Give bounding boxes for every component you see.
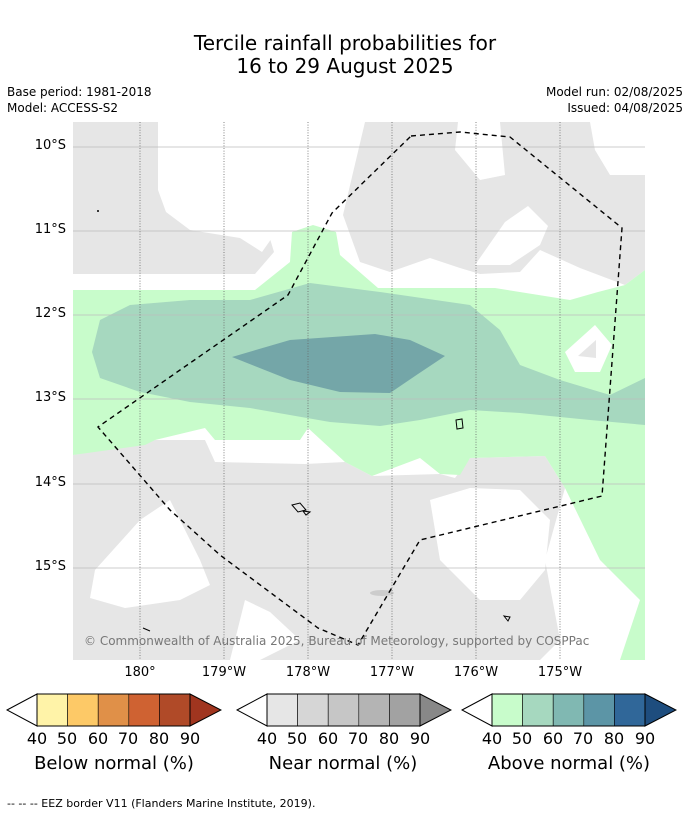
model-name: Model: ACCESS-S2	[7, 101, 119, 115]
near-normal-colorbar	[236, 693, 452, 727]
near-tick-label: 40	[256, 729, 278, 748]
lon-label: 177°W	[369, 665, 415, 680]
lat-label: 15°S	[34, 559, 66, 574]
near-colorbar-segment	[297, 693, 329, 727]
above-normal-title: Above normal (%)	[487, 753, 651, 774]
below-tick-label: 70	[117, 729, 139, 748]
model-run: Model run: 02/08/2025	[545, 85, 683, 99]
island-outline	[502, 615, 511, 622]
below-colorbar-segment	[97, 693, 130, 727]
above-tick-label: 70	[572, 729, 594, 748]
above-colorbar-segment	[522, 693, 554, 727]
island-outline	[291, 502, 307, 513]
copyright-notice: © Commonwealth of Australia 2025, Bureau…	[84, 634, 590, 648]
below-colorbar-segment	[36, 693, 68, 727]
lat-gridlines	[73, 146, 645, 569]
near-colorbar-segment	[266, 693, 298, 727]
near-normal-region-south	[73, 440, 565, 660]
lon-label: 178°W	[285, 665, 331, 680]
above-colorbar-segment	[491, 693, 523, 727]
near-normal-region-north-west-gap	[158, 122, 274, 252]
near-colorbar-segment	[389, 693, 421, 727]
island-dot	[97, 210, 99, 212]
shoal-marker	[370, 590, 394, 596]
lat-label: 14°S	[34, 475, 66, 490]
above-normal-colorbar	[461, 693, 677, 727]
below-normal-colorbar	[6, 693, 222, 727]
map-title-line2: 16 to 29 August 2025	[236, 54, 454, 78]
near-tick-label: 60	[317, 729, 339, 748]
issued-date: Issued: 04/08/2025	[567, 101, 683, 115]
below-tick-label: 80	[148, 729, 170, 748]
near-normal-title: Near normal (%)	[268, 753, 418, 774]
above-colorbar-segment	[614, 693, 646, 727]
base-period: Base period: 1981-2018	[7, 85, 152, 99]
below-colorbar-segment	[67, 693, 99, 727]
above-tick-label: 60	[542, 729, 564, 748]
near-tick-label: 80	[378, 729, 400, 748]
lon-label: 175°W	[537, 665, 583, 680]
eez-footnote: -- -- -- EEZ border V11 (Flanders Marine…	[7, 797, 316, 810]
island-outline	[455, 418, 464, 430]
above-tick-label: 40	[481, 729, 503, 748]
island-outline	[301, 510, 312, 516]
near-tick-label: 90	[409, 729, 431, 748]
below-colorbar-segment	[128, 693, 160, 727]
near-tick-label: 50	[286, 729, 308, 748]
near-colorbar-segment	[327, 693, 360, 727]
lon-label: 180°	[124, 665, 156, 680]
near-colorbar-segment	[358, 693, 390, 727]
below-tick-label: 60	[87, 729, 109, 748]
above-tick-label: 50	[511, 729, 533, 748]
lon-label: 179°W	[201, 665, 247, 680]
lat-label: 13°S	[34, 390, 66, 405]
lon-label: 176°W	[453, 665, 499, 680]
below-tick-label: 50	[56, 729, 78, 748]
below-normal-title: Below normal (%)	[34, 753, 194, 774]
near-normal-region-north-east	[343, 122, 645, 285]
lat-label: 10°S	[34, 138, 66, 153]
lat-label: 12°S	[34, 306, 66, 321]
near-tick-label: 70	[347, 729, 369, 748]
below-tick-label: 90	[179, 729, 201, 748]
map-title-line1: Tercile rainfall probabilities for	[193, 31, 497, 55]
lat-label: 11°S	[34, 222, 66, 237]
island-outline	[142, 627, 151, 632]
below-tick-label: 40	[26, 729, 48, 748]
above-tick-label: 80	[603, 729, 625, 748]
above-colorbar-segment	[583, 693, 615, 727]
above-normal-40-hole-inner	[578, 340, 596, 358]
near-normal-gap-north	[455, 122, 645, 265]
above-colorbar-segment	[552, 693, 585, 727]
above-tick-label: 90	[634, 729, 656, 748]
below-colorbar-segment	[159, 693, 191, 727]
near-normal-gap-south	[90, 488, 645, 660]
